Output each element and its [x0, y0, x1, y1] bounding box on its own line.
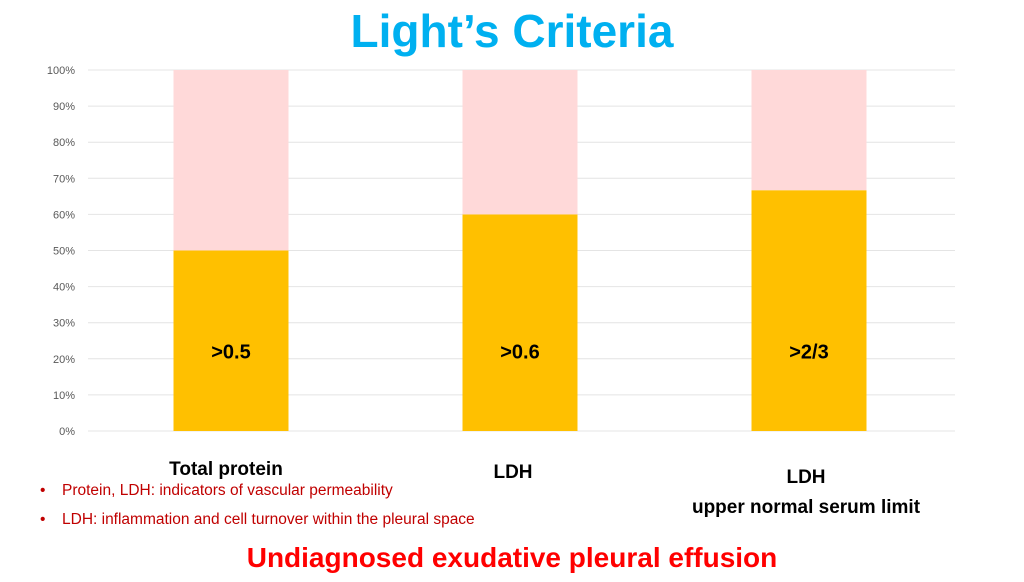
y-tick-label: 90%	[53, 101, 75, 113]
data-label: >2/3	[789, 342, 828, 364]
bar-threshold	[751, 190, 867, 431]
y-tick-label: 0%	[59, 426, 75, 438]
bullet-list: Protein, LDH: indicators of vascular per…	[40, 482, 475, 540]
y-tick-label: 40%	[53, 282, 75, 294]
data-label: >0.6	[500, 342, 539, 364]
bullet-item: LDH: inflammation and cell turnover with…	[40, 511, 475, 529]
bar-remainder	[462, 70, 578, 215]
bullet-item: Protein, LDH: indicators of vascular per…	[40, 482, 475, 500]
y-tick-label: 60%	[53, 209, 75, 221]
y-tick-label: 70%	[53, 173, 75, 185]
x-category-label: upper normal serum limit	[691, 497, 921, 518]
bar-threshold	[462, 214, 578, 431]
footer-text: Undiagnosed exudative pleural effusion	[246, 542, 778, 573]
bar-threshold	[173, 250, 289, 431]
y-tick-label: 20%	[53, 354, 75, 366]
y-tick-label: 30%	[53, 318, 75, 330]
y-tick-label: 50%	[53, 246, 75, 258]
y-tick-label: 80%	[53, 137, 75, 149]
y-tick-label: 100%	[47, 65, 75, 77]
x-category-label: LDH	[493, 462, 533, 483]
x-category-label: Total protein	[169, 459, 283, 480]
chart-title: Light’s Criteria	[350, 5, 674, 57]
bar-remainder	[173, 70, 289, 251]
data-label: >0.5	[211, 342, 250, 364]
y-tick-label: 10%	[53, 390, 75, 402]
x-category-label: LDH	[786, 467, 826, 488]
bar-remainder	[751, 70, 867, 191]
